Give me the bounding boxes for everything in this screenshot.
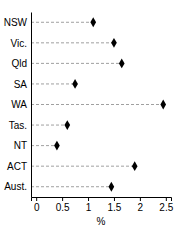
y-tick-label: WA	[11, 99, 27, 110]
dot	[54, 141, 60, 151]
marks	[31, 17, 166, 191]
y-tick-label: SA	[14, 79, 28, 90]
x-axis: 0 0.5 1 1.5 2 2.5	[32, 197, 174, 213]
x-tick-label: 1	[86, 202, 92, 213]
dot	[160, 100, 166, 110]
y-tick: ACT	[7, 161, 31, 172]
y-tick: NT	[14, 140, 31, 151]
chart: 0 0.5 1 1.5 2 2.5 NSW Vic. Qld SA WA Tas. NT ACT Aust.…	[0, 0, 181, 231]
leader-line	[31, 166, 135, 167]
plot: 0 0.5 1 1.5 2 2.5 NSW Vic. Qld SA WA Tas. NT ACT Aust.	[4, 13, 174, 214]
y-axis: NSW Vic. Qld SA WA Tas. NT ACT Aust.	[4, 13, 32, 198]
x-tick: 1	[86, 197, 92, 213]
x-tick-mark	[36, 197, 37, 201]
x-tick: 1.5	[108, 197, 122, 213]
y-tick-label: Tas.	[9, 120, 27, 131]
x-axis-title: %	[97, 216, 106, 227]
x-tick-label: 0	[34, 202, 40, 213]
y-tick: SA	[14, 79, 31, 90]
y-tick: Tas.	[9, 120, 31, 131]
x-tick-mark	[166, 197, 167, 201]
dot	[119, 58, 125, 68]
x-axis-line	[32, 198, 172, 202]
leader-line	[31, 22, 93, 23]
y-tick-label: ACT	[7, 161, 27, 172]
leader-line	[31, 125, 67, 126]
y-tick-label: NT	[14, 140, 27, 151]
y-tick: NSW	[4, 17, 31, 28]
leader-line	[31, 63, 122, 64]
x-tick: 0.5	[56, 197, 70, 213]
x-tick: 2.5	[159, 197, 173, 213]
x-tick-label: 0.5	[56, 202, 70, 213]
x-tick: 2	[138, 197, 144, 213]
dot	[109, 182, 115, 192]
y-tick-label: Aust.	[4, 181, 27, 192]
dot	[64, 120, 70, 130]
x-tick: 0	[34, 197, 40, 213]
y-tick: WA	[11, 99, 31, 110]
y-tick: Aust.	[4, 181, 31, 192]
y-tick: Vic.	[11, 38, 32, 49]
leader-line	[31, 104, 163, 105]
x-tick-mark	[114, 197, 115, 201]
leader-line	[31, 186, 111, 187]
x-tick-label: 2	[138, 202, 144, 213]
leader-line	[31, 83, 75, 84]
dot	[90, 17, 96, 27]
y-tick-label: NSW	[4, 17, 28, 28]
y-axis-line	[31, 13, 32, 198]
dot	[132, 161, 138, 171]
leader-line	[31, 42, 114, 43]
x-tick-mark	[140, 197, 141, 201]
x-tick-mark	[88, 197, 89, 201]
dot	[72, 79, 78, 89]
x-tick-label: 2.5	[159, 202, 173, 213]
x-tick-label: 1.5	[108, 202, 122, 213]
x-tick-mark	[62, 197, 63, 201]
dot	[111, 38, 117, 48]
y-tick-label: Vic.	[11, 38, 28, 49]
y-tick-label: Qld	[11, 58, 27, 69]
y-tick: Qld	[11, 58, 31, 69]
leader-line	[31, 145, 57, 146]
